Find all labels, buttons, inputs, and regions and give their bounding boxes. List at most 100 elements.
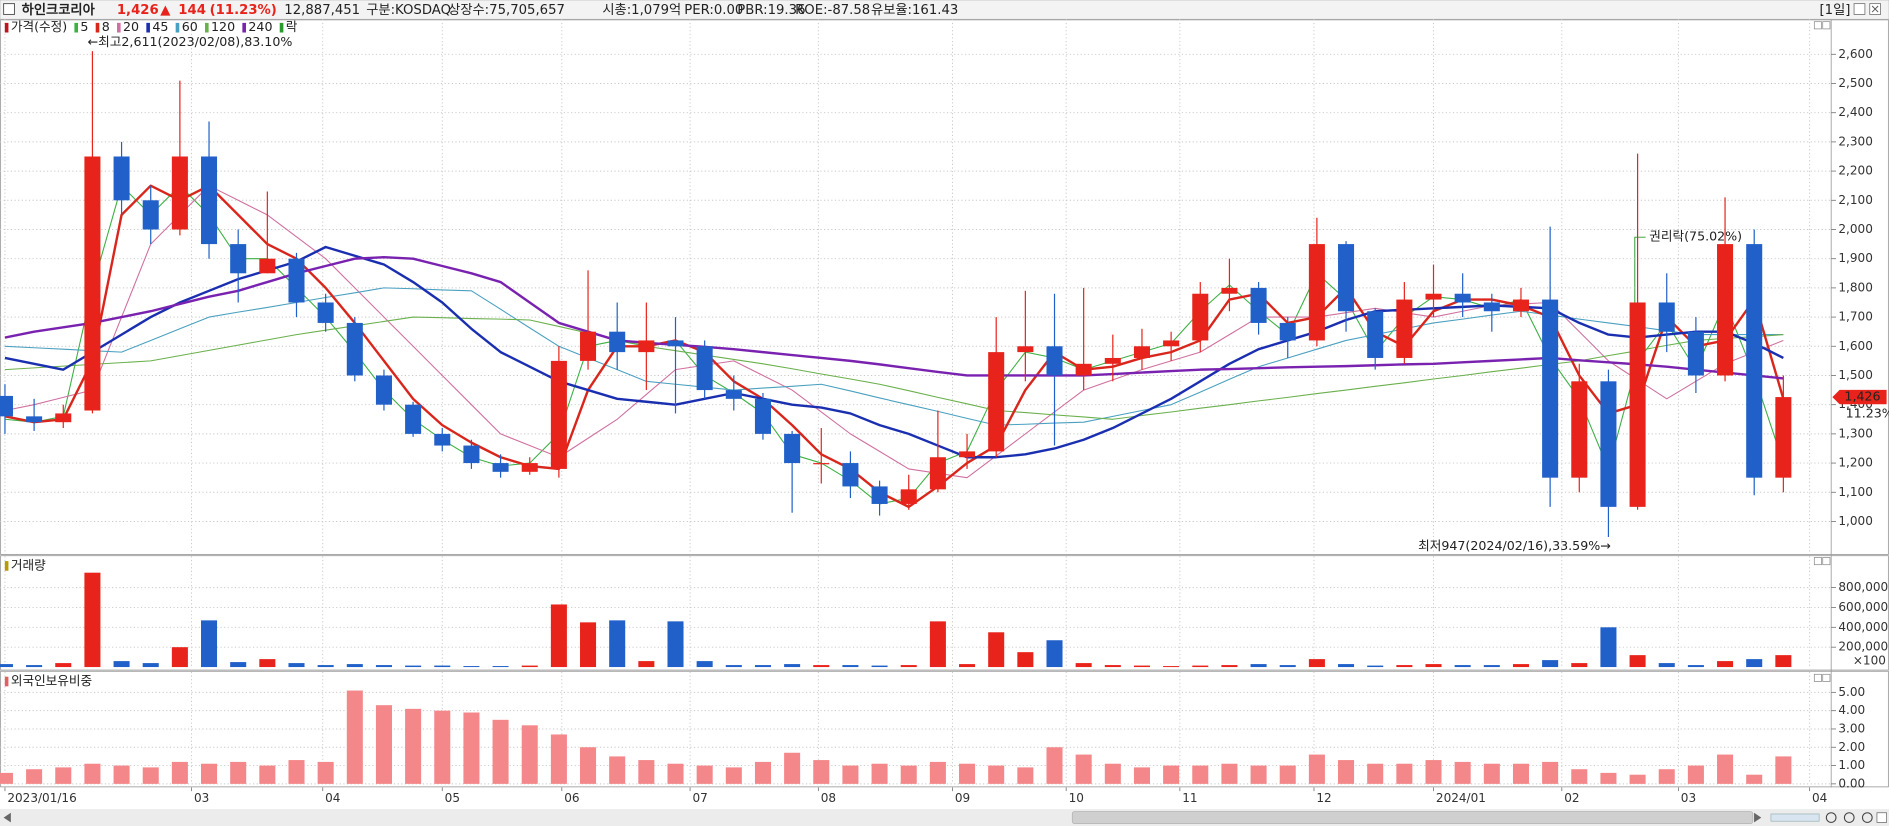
bar: [1046, 640, 1063, 668]
bar: [142, 767, 159, 784]
bar: [784, 664, 801, 668]
bar: [813, 665, 830, 668]
candle-body: [1687, 331, 1704, 376]
panel-min-button[interactable]: [1813, 21, 1822, 30]
bar: [1658, 663, 1675, 668]
candle-body: [1338, 244, 1355, 312]
y-tick-label: 5.00: [1838, 685, 1865, 699]
bar: [1571, 769, 1588, 784]
bar: [1542, 660, 1559, 668]
candle-body: [1279, 322, 1296, 341]
zoom-slider[interactable]: [1770, 813, 1820, 822]
bar: [1542, 761, 1559, 784]
bar: [521, 665, 538, 668]
candle-body: [638, 340, 655, 353]
period-button[interactable]: [1일]: [1820, 2, 1851, 18]
bar: [1775, 655, 1792, 668]
x-tick-label: 06: [564, 791, 579, 805]
bar: [1571, 663, 1588, 668]
bar: [1687, 765, 1704, 784]
bar: [871, 665, 888, 668]
market: 구분:KOSDAQ: [366, 3, 451, 18]
mark-layer: [0, 51, 1792, 784]
zoom-reset[interactable]: [1861, 812, 1873, 823]
checkbox[interactable]: [3, 3, 15, 15]
candle-body: [1600, 381, 1617, 507]
y-tick-label: 1.00: [1838, 758, 1865, 772]
panel-close-button[interactable]: [1822, 557, 1831, 566]
bar: [434, 665, 451, 668]
label-layer: 1,0001,1001,2001,3001,4001,5001,6001,700…: [4, 19, 1889, 805]
y-tick-label: 1,600: [1838, 339, 1872, 353]
settings-button[interactable]: [1876, 812, 1887, 823]
volume: 12,887,451: [284, 3, 360, 18]
zoom-out[interactable]: [1825, 812, 1837, 823]
scroll-left[interactable]: [3, 812, 11, 823]
bar: [463, 712, 480, 784]
candle-body: [696, 346, 713, 391]
candle-body: [1046, 346, 1063, 376]
bar: [1075, 663, 1092, 668]
bar: [813, 760, 830, 784]
bar: [754, 761, 771, 784]
bar: [1133, 665, 1150, 668]
y-tick-label: 1,200: [1838, 456, 1872, 470]
bar: [1250, 765, 1267, 784]
bar: [842, 765, 859, 784]
panel-min-button[interactable]: [1813, 557, 1822, 566]
candle-body: [1221, 287, 1238, 294]
legend-swatch: [146, 22, 150, 33]
x-tick-label: 12: [1316, 791, 1331, 805]
bar: [696, 661, 713, 668]
candle-body: [929, 457, 946, 490]
close-icon: [1871, 5, 1879, 13]
candle-body: [201, 156, 218, 245]
candle-body: [580, 331, 597, 361]
y-tick-label: 2,100: [1838, 193, 1872, 207]
x-tick-label: 04: [1812, 791, 1827, 805]
bar: [317, 665, 334, 668]
panel-close-button[interactable]: [1822, 673, 1831, 682]
bar: [1512, 664, 1529, 668]
pbr: PBR:19.36: [737, 3, 805, 18]
bar: [1483, 665, 1500, 668]
y-tick-label: 1,100: [1838, 485, 1872, 499]
window-button[interactable]: [1853, 3, 1866, 15]
bar: [1221, 763, 1238, 784]
x-tick-label: 2023/01/16: [7, 791, 76, 805]
candle-body: [1454, 293, 1471, 303]
candle-body: [521, 463, 538, 472]
bar: [1483, 763, 1500, 784]
bar: [1425, 760, 1442, 784]
legend-swatch: [4, 676, 9, 687]
scroll-right[interactable]: [1754, 812, 1762, 823]
y-tick-label: 400,000: [1838, 620, 1888, 634]
panel-min-button[interactable]: [1813, 673, 1822, 682]
y-tick-label: 600,000: [1838, 600, 1888, 614]
bar: [1104, 763, 1121, 784]
scrollbar-thumb[interactable]: [1071, 811, 1754, 824]
bar: [1687, 665, 1704, 668]
bar: [230, 662, 247, 668]
bar: [55, 767, 72, 784]
x-tick-label: 08: [821, 791, 836, 805]
x-tick-label: 04: [325, 791, 340, 805]
panel-close-button[interactable]: [1822, 21, 1831, 30]
y-tick-label: 4.00: [1838, 703, 1865, 717]
bar: [609, 756, 626, 784]
bar: [900, 665, 917, 668]
per: PER:0.00: [684, 3, 743, 18]
y-tick-label: 1,700: [1838, 310, 1872, 324]
x-tick-label: 09: [955, 791, 970, 805]
zoom-in[interactable]: [1843, 812, 1855, 823]
bar: [1133, 767, 1150, 784]
bar: [1600, 772, 1617, 784]
bar: [580, 747, 597, 784]
candle-body: [26, 416, 43, 423]
bar: [1629, 655, 1646, 668]
candle-body: [1104, 357, 1121, 364]
bar: [988, 632, 1005, 668]
bar: [259, 659, 276, 668]
bar: [667, 763, 684, 784]
